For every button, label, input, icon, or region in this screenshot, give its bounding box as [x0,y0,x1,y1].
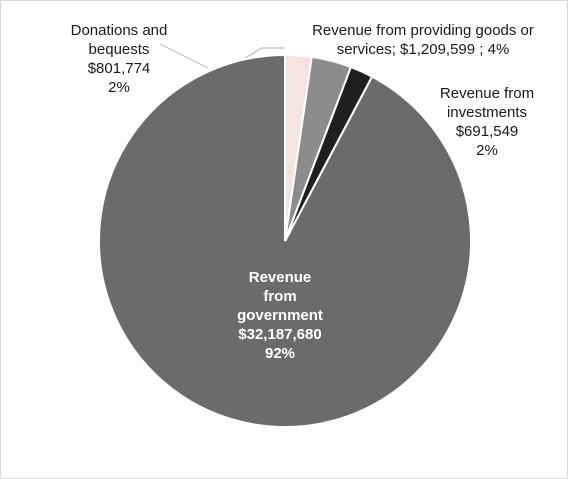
label-government: Revenue from government $32,187,680 92% [237,269,323,362]
leader-line-goods [244,47,284,59]
slice-government [98,53,472,428]
leader-line-donations [159,43,209,69]
label-investments: Revenue from investments $691,549 2% [439,85,535,159]
label-donations: Donations and bequests $801,774 2% [70,22,168,96]
label-goods: Revenue from providing goods or services… [312,22,534,58]
slice-investments [284,65,374,242]
